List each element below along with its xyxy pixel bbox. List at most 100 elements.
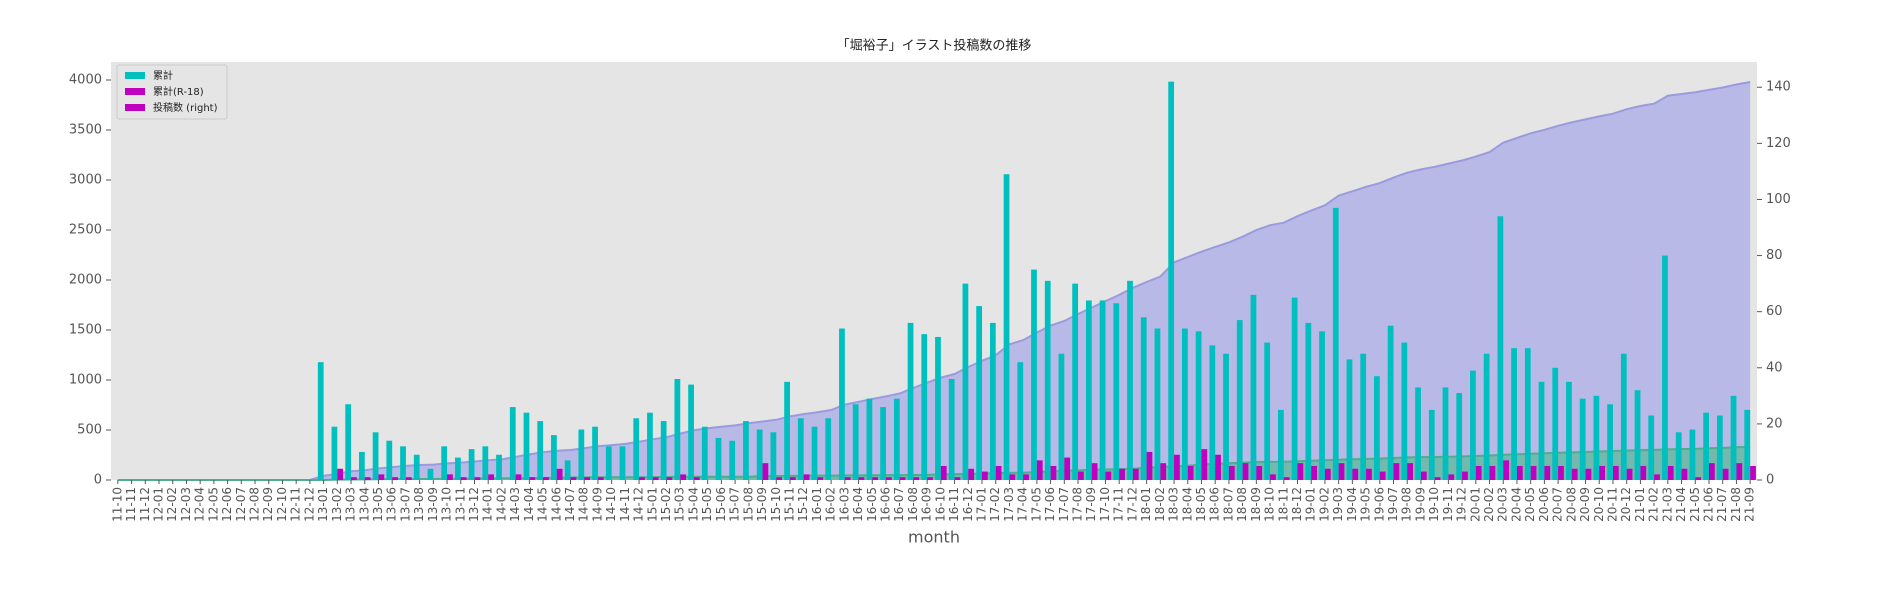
bar — [1571, 468, 1578, 480]
bar — [756, 429, 763, 480]
bar — [1023, 474, 1029, 480]
bar — [1044, 280, 1051, 480]
bar — [647, 412, 653, 480]
bar — [852, 404, 859, 480]
bar — [962, 283, 969, 480]
x-tick-label: 20-06 — [1537, 487, 1551, 522]
bar — [1544, 465, 1551, 480]
bar — [1393, 463, 1400, 480]
bar — [1689, 429, 1696, 480]
y-tick-label: 2500 — [69, 223, 102, 238]
x-tick-label: 16-10 — [933, 487, 947, 522]
bar — [1105, 471, 1112, 480]
x-tick-label: 13-12 — [467, 487, 481, 522]
x-tick-label: 16-02 — [824, 487, 838, 522]
bar — [940, 465, 947, 480]
y-tick-label: 3000 — [69, 173, 102, 188]
bar — [1215, 454, 1221, 480]
bar — [537, 421, 544, 480]
legend-swatch — [125, 88, 145, 95]
x-tick-label: 13-06 — [385, 487, 399, 522]
bar — [1160, 463, 1167, 480]
x-tick-label: 18-09 — [1249, 487, 1263, 522]
x-tick-label: 17-11 — [1112, 487, 1126, 522]
x-tick-label: 13-07 — [398, 487, 412, 522]
x-tick-label: 14-02 — [494, 487, 508, 522]
x-tick-label: 16-07 — [892, 487, 906, 522]
bar — [474, 477, 481, 480]
bar — [1324, 468, 1331, 480]
bar — [797, 418, 804, 480]
bar — [1352, 468, 1359, 480]
x-tick-label: 20-05 — [1523, 487, 1537, 522]
x-tick-label: 15-02 — [659, 487, 673, 522]
x-tick-label: 12-10 — [275, 487, 289, 522]
x-tick-label: 11-12 — [138, 487, 152, 522]
bar — [1634, 390, 1641, 480]
x-axis-label: month — [908, 528, 960, 547]
bar — [1036, 460, 1043, 480]
bar — [331, 426, 338, 480]
bar — [1516, 465, 1523, 480]
bar — [680, 474, 686, 480]
bar — [372, 432, 379, 480]
x-tick-label: 12-11 — [289, 487, 303, 522]
bar — [858, 477, 865, 480]
bar — [1154, 328, 1161, 480]
x-tick-label: 17-10 — [1098, 487, 1112, 522]
bar — [927, 477, 933, 480]
bar — [776, 477, 783, 480]
bar — [693, 477, 700, 480]
x-tick-label: 20-04 — [1509, 487, 1523, 522]
bar — [899, 477, 906, 480]
x-tick-label: 20-01 — [1468, 487, 1482, 522]
x-tick-label: 19-01 — [1304, 487, 1318, 522]
bar — [597, 477, 604, 480]
bar — [605, 446, 612, 480]
x-tick-label: 17-02 — [988, 487, 1002, 522]
bar — [872, 477, 879, 480]
x-tick-label: 15-12 — [796, 487, 810, 522]
x-tick-label: 12-07 — [234, 487, 248, 522]
x-tick-label: 16-04 — [851, 487, 865, 522]
bar — [1612, 465, 1619, 480]
y2-tick-label: 20 — [1766, 416, 1783, 431]
legend-swatch — [125, 72, 145, 79]
x-tick-label: 18-05 — [1194, 487, 1208, 522]
bar — [1708, 463, 1715, 480]
bar — [770, 432, 777, 480]
bar — [523, 412, 530, 480]
x-tick-label: 14-11 — [618, 487, 632, 522]
x-tick-label: 14-09 — [590, 487, 604, 522]
bar — [1182, 328, 1188, 480]
y-tick-label: 4000 — [69, 73, 102, 88]
bar — [1250, 294, 1257, 480]
x-tick-label: 15-11 — [782, 487, 796, 522]
bar — [1346, 359, 1353, 480]
bar — [839, 328, 845, 480]
x-tick-label: 21-07 — [1715, 487, 1729, 522]
x-tick-label: 16-09 — [920, 487, 934, 522]
bar — [1662, 255, 1668, 480]
bar — [1146, 451, 1153, 480]
bar — [660, 421, 667, 480]
x-tick-label: 19-09 — [1413, 487, 1427, 522]
x-tick-label: 21-09 — [1743, 487, 1757, 522]
x-tick-label: 17-03 — [1002, 487, 1016, 522]
x-tick-label: 12-08 — [248, 487, 262, 522]
bar — [1278, 409, 1284, 480]
x-tick-label: 17-12 — [1125, 487, 1139, 522]
bar — [1667, 465, 1674, 480]
bar — [1648, 415, 1655, 480]
x-tick-label: 16-03 — [837, 487, 851, 522]
bar — [460, 477, 467, 480]
bar — [976, 306, 983, 480]
bar — [378, 474, 385, 480]
bar — [1483, 353, 1490, 480]
x-tick-label: 16-05 — [865, 487, 879, 522]
bar — [652, 477, 659, 480]
x-tick-label: 17-08 — [1071, 487, 1085, 522]
bar — [1270, 474, 1276, 480]
bar — [1511, 348, 1517, 480]
